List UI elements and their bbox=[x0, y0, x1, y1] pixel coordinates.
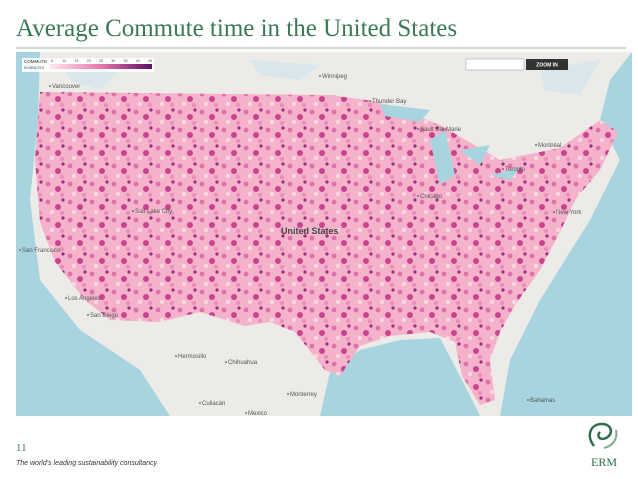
gulf bbox=[320, 338, 480, 416]
city-label: Thunder Bay bbox=[372, 99, 406, 105]
legend-title: COMMUTE bbox=[24, 59, 47, 64]
city-dot bbox=[87, 314, 89, 316]
city-label: Salt Lake City bbox=[135, 209, 172, 215]
city-label: Toronto bbox=[505, 167, 526, 173]
us-commute-choropleth bbox=[35, 92, 618, 405]
country-label: United States bbox=[281, 226, 339, 236]
legend-tick-label: 40 bbox=[136, 59, 140, 63]
city-label: Sault Ste Marie bbox=[420, 127, 462, 133]
great-lakes bbox=[380, 104, 520, 185]
city-dot bbox=[225, 361, 227, 363]
city-label: Hermosillo bbox=[178, 354, 207, 360]
legend-subtitle: IN MINUTES bbox=[24, 66, 45, 70]
city-dot bbox=[49, 85, 51, 87]
city-dot bbox=[417, 128, 419, 130]
zoom-button[interactable] bbox=[526, 59, 568, 70]
city-label: Montréal bbox=[538, 143, 561, 149]
legend-scale bbox=[50, 64, 152, 69]
city-labels: Vancouver Winnipeg Thunder Bay Sault Ste Ma… bbox=[19, 74, 582, 417]
map: COMMUTE IN MINUTES 5 10 15 20 25 30 35 40 45 ZOO… bbox=[16, 52, 632, 417]
erm-logo: ERM bbox=[588, 422, 618, 469]
zoom-button-label[interactable]: ZOOM IN bbox=[536, 63, 558, 69]
city-dot bbox=[199, 402, 201, 404]
legend-tick-label: 25 bbox=[99, 59, 103, 63]
legend-tick-label: 45 bbox=[148, 59, 152, 63]
city-dot bbox=[175, 355, 177, 357]
city-dot bbox=[245, 412, 247, 414]
city-dot bbox=[19, 249, 21, 251]
city-label: Los Angeles bbox=[68, 296, 101, 302]
city-label: San Francisco bbox=[22, 248, 61, 254]
city-dot bbox=[535, 144, 537, 146]
legend-tick-label: 5 bbox=[51, 59, 53, 63]
city-label: Chihuahua bbox=[228, 360, 258, 366]
logo-swirl-accent bbox=[603, 429, 618, 449]
city-label: Mexico bbox=[248, 411, 268, 417]
legend-tick-label: 35 bbox=[124, 59, 128, 63]
city-label: Culiacán bbox=[202, 401, 225, 407]
city-label: Bahamas bbox=[530, 398, 555, 404]
city-dot bbox=[65, 297, 67, 299]
city-dot bbox=[369, 100, 371, 102]
legend-ticks: 5 10 15 20 25 30 35 40 45 bbox=[51, 59, 152, 63]
city-label: San Diego bbox=[90, 313, 119, 319]
city-label: Winnipeg bbox=[322, 74, 347, 80]
city-dot bbox=[417, 195, 419, 197]
city-dot bbox=[527, 399, 529, 401]
legend-tick-label: 15 bbox=[75, 59, 79, 63]
tagline: The world's leading sustainability consu… bbox=[16, 460, 158, 467]
search-box[interactable] bbox=[465, 58, 525, 71]
legend-tick-label: 10 bbox=[62, 59, 66, 63]
pacific bbox=[16, 52, 170, 416]
page-number: 11 bbox=[16, 442, 27, 454]
city-dot bbox=[553, 211, 555, 213]
city-label: New York bbox=[556, 210, 582, 216]
logo-swirl bbox=[588, 422, 613, 447]
city-label: Monterrey bbox=[290, 392, 317, 398]
legend-tick-label: 30 bbox=[111, 59, 115, 63]
logo-text: ERM bbox=[591, 455, 617, 469]
city-dot bbox=[287, 393, 289, 395]
city-dot bbox=[132, 210, 134, 212]
city-label: Chicago bbox=[420, 194, 443, 200]
city-dot bbox=[319, 75, 321, 77]
legend-tick-label: 20 bbox=[87, 59, 91, 63]
slide-title: Average Commute time in the United State… bbox=[16, 15, 457, 42]
atlantic bbox=[500, 52, 632, 416]
city-dot bbox=[502, 168, 504, 170]
city-label: Vancouver bbox=[52, 84, 80, 90]
